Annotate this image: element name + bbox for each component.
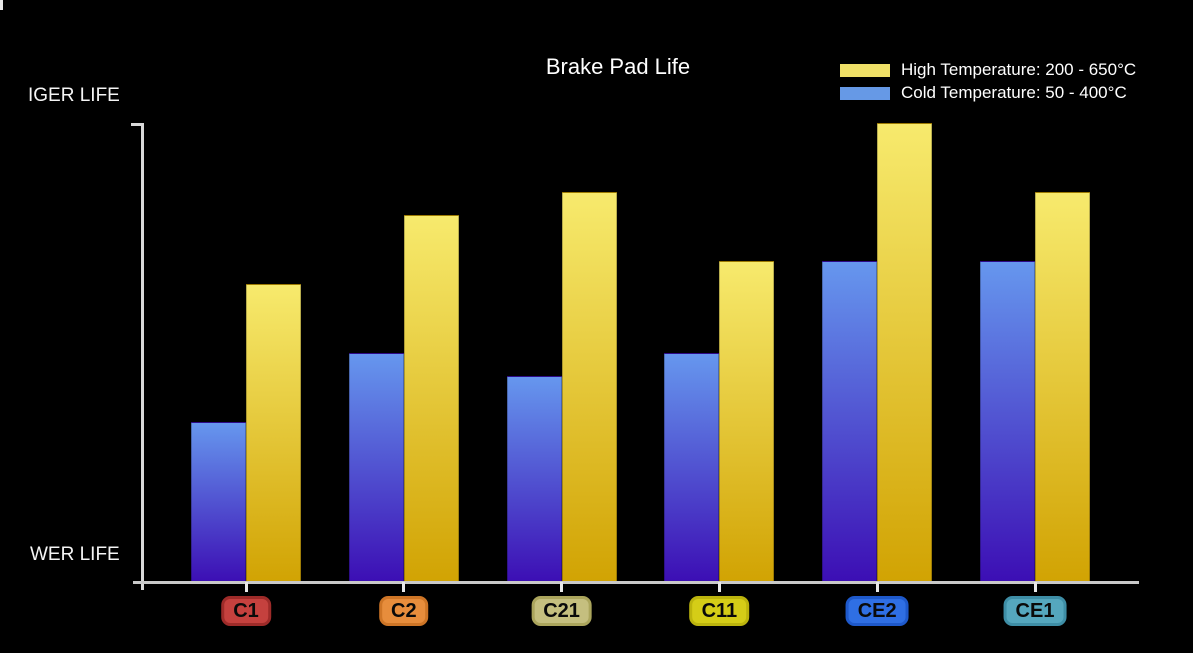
x-axis-tick-ce1 — [1033, 582, 1037, 592]
chart-title: Brake Pad Life — [545, 54, 691, 79]
bar-high-c11 — [719, 261, 775, 583]
legend-swatch-cold-icon — [840, 86, 890, 100]
y-axis-line — [141, 123, 144, 590]
bar-cold-c2 — [348, 353, 404, 583]
bar-high-ce1 — [1035, 192, 1090, 583]
y-axis-top-label: IGER LIFE — [28, 85, 120, 106]
legend-item-cold: Cold Temperature: 50 - 400°C — [840, 83, 1136, 102]
y-axis-bottom-label: WER LIFE — [30, 544, 120, 565]
x-axis-tick-c2 — [402, 582, 406, 592]
bar-cold-c21 — [506, 376, 562, 583]
bar-cold-ce2 — [822, 261, 878, 583]
bar-cold-c1 — [191, 422, 246, 583]
bar-high-c21 — [561, 192, 617, 583]
x-axis-line — [133, 581, 1139, 584]
bar-cold-c11 — [664, 353, 720, 583]
x-axis-tick-ce2 — [875, 582, 879, 592]
legend-swatch-high-icon — [840, 63, 890, 77]
category-badge-c2: C2 — [379, 596, 429, 626]
x-axis-tick-c21 — [560, 582, 564, 592]
x-axis-end-tick — [0, 0, 3, 10]
category-badge-c21: C21 — [531, 596, 592, 626]
bar-high-c1 — [246, 284, 301, 583]
bar-cold-ce1 — [980, 261, 1035, 583]
y-axis-top-tick — [131, 123, 143, 126]
bar-high-ce2 — [877, 123, 933, 583]
category-badge-ce2: CE2 — [845, 596, 909, 626]
category-badge-ce1: CE1 — [1003, 596, 1067, 626]
legend-item-high: High Temperature: 200 - 650°C — [840, 60, 1137, 79]
bar-high-c2 — [403, 215, 459, 583]
category-badge-c11: C11 — [689, 596, 750, 626]
legend: High Temperature: 200 - 650°C Cold Tempe… — [840, 60, 1137, 102]
x-axis-tick-c11 — [717, 582, 721, 592]
category-badge-c1: C1 — [221, 596, 271, 626]
legend-label-cold: Cold Temperature: 50 - 400°C — [901, 83, 1127, 102]
legend-label-high: High Temperature: 200 - 650°C — [901, 60, 1137, 79]
x-axis-tick-c1 — [244, 582, 248, 592]
